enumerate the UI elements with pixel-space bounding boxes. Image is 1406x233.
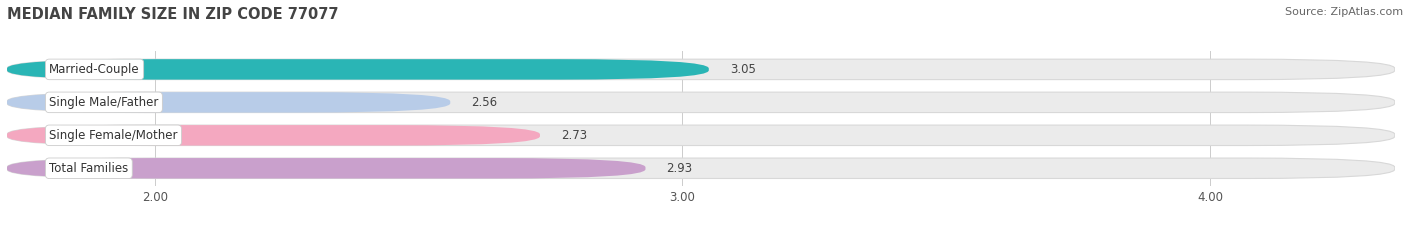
Text: 2.56: 2.56 [471,96,498,109]
FancyBboxPatch shape [7,125,540,146]
FancyBboxPatch shape [7,92,1395,113]
Text: 2.73: 2.73 [561,129,588,142]
FancyBboxPatch shape [7,92,450,113]
FancyBboxPatch shape [7,125,1395,146]
FancyBboxPatch shape [7,158,1395,178]
FancyBboxPatch shape [7,158,645,178]
FancyBboxPatch shape [7,59,1395,80]
Text: Married-Couple: Married-Couple [49,63,139,76]
Text: Source: ZipAtlas.com: Source: ZipAtlas.com [1285,7,1403,17]
Text: Total Families: Total Families [49,162,128,175]
Text: 2.93: 2.93 [666,162,693,175]
Text: MEDIAN FAMILY SIZE IN ZIP CODE 77077: MEDIAN FAMILY SIZE IN ZIP CODE 77077 [7,7,339,22]
FancyBboxPatch shape [7,59,709,80]
Text: Single Male/Father: Single Male/Father [49,96,159,109]
Text: Single Female/Mother: Single Female/Mother [49,129,177,142]
Text: 3.05: 3.05 [730,63,756,76]
